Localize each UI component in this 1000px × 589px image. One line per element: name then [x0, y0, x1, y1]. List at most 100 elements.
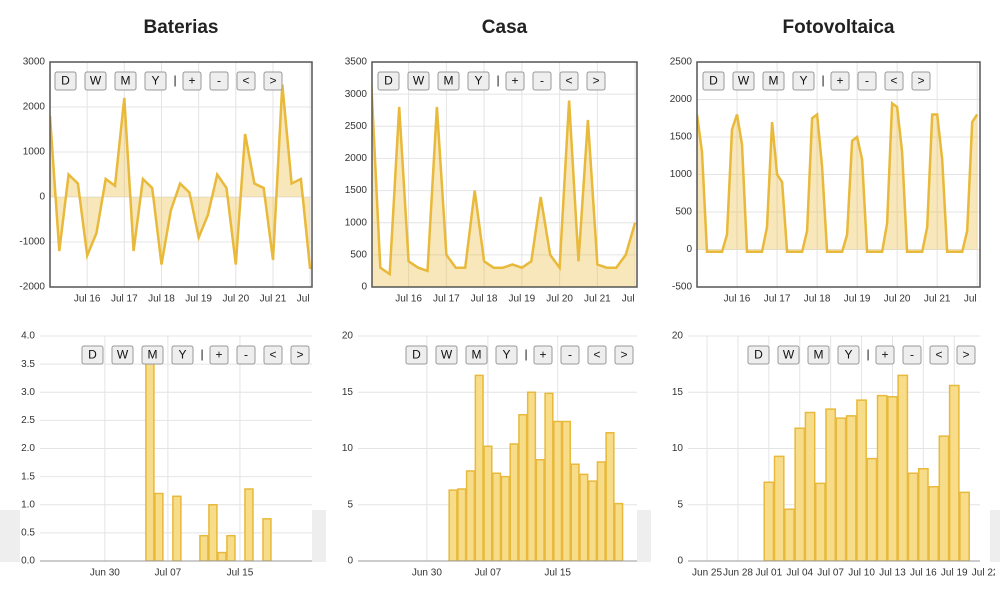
button-label[interactable]: +	[539, 348, 546, 362]
button-face[interactable]	[209, 345, 229, 365]
button-label[interactable]: <	[935, 348, 942, 362]
button-label[interactable]: >	[269, 74, 276, 88]
button-label[interactable]: -	[217, 74, 221, 88]
button-face[interactable]	[762, 71, 785, 91]
toolbar-button[interactable]: D	[747, 345, 770, 365]
button-face[interactable]	[614, 345, 634, 365]
toolbar-button[interactable]: -	[857, 71, 877, 91]
toolbar-button[interactable]: Y	[495, 345, 518, 365]
button-face[interactable]	[495, 345, 518, 365]
button-face[interactable]	[884, 71, 904, 91]
button-face[interactable]	[807, 345, 830, 365]
button-label[interactable]: W	[117, 348, 129, 362]
button-face[interactable]	[532, 71, 552, 91]
button-label[interactable]: M	[444, 74, 454, 88]
button-label[interactable]: M	[148, 348, 158, 362]
button-label[interactable]: -	[244, 348, 248, 362]
button-label[interactable]: D	[754, 348, 763, 362]
button-label[interactable]: W	[90, 74, 102, 88]
button-face[interactable]	[830, 71, 850, 91]
toolbar-button[interactable]: >	[586, 71, 606, 91]
button-label[interactable]: W	[738, 74, 750, 88]
button-label[interactable]: D	[412, 348, 421, 362]
toolbar-button[interactable]: -	[902, 345, 922, 365]
toolbar-button[interactable]: <	[236, 71, 256, 91]
button-face[interactable]	[405, 345, 428, 365]
button-face[interactable]	[533, 345, 553, 365]
button-label[interactable]: -	[910, 348, 914, 362]
toolbar-button[interactable]: >	[263, 71, 283, 91]
button-label[interactable]: -	[540, 74, 544, 88]
button-face[interactable]	[559, 71, 579, 91]
toolbar-button[interactable]: +	[182, 71, 202, 91]
button-face[interactable]	[902, 345, 922, 365]
button-label[interactable]: D	[384, 74, 393, 88]
button-label[interactable]: -	[865, 74, 869, 88]
toolbar-button[interactable]: +	[875, 345, 895, 365]
toolbar-button[interactable]: Y	[171, 345, 194, 365]
button-label[interactable]: Y	[502, 348, 510, 362]
button-face[interactable]	[587, 345, 607, 365]
button-face[interactable]	[263, 71, 283, 91]
button-face[interactable]	[875, 345, 895, 365]
button-face[interactable]	[777, 345, 800, 365]
toolbar-button[interactable]: +	[533, 345, 553, 365]
button-label[interactable]: Y	[178, 348, 186, 362]
button-label[interactable]: >	[917, 74, 924, 88]
button-label[interactable]: >	[962, 348, 969, 362]
toolbar-button[interactable]: >	[911, 71, 931, 91]
button-face[interactable]	[467, 71, 490, 91]
button-label[interactable]: W	[783, 348, 795, 362]
button-face[interactable]	[857, 71, 877, 91]
button-face[interactable]	[437, 71, 460, 91]
toolbar-button[interactable]: Y	[467, 71, 490, 91]
button-label[interactable]: >	[592, 74, 599, 88]
button-label[interactable]: -	[568, 348, 572, 362]
toolbar-button[interactable]: +	[209, 345, 229, 365]
toolbar-button[interactable]: W	[435, 345, 458, 365]
button-label[interactable]: M	[814, 348, 824, 362]
toolbar-button[interactable]: Y	[144, 71, 167, 91]
toolbar-button[interactable]: <	[559, 71, 579, 91]
toolbar-button[interactable]: W	[111, 345, 134, 365]
button-face[interactable]	[236, 71, 256, 91]
button-label[interactable]: <	[890, 74, 897, 88]
toolbar-button[interactable]: D	[81, 345, 104, 365]
button-label[interactable]: D	[88, 348, 97, 362]
button-face[interactable]	[54, 71, 77, 91]
button-face[interactable]	[505, 71, 525, 91]
button-label[interactable]: W	[413, 74, 425, 88]
button-label[interactable]: M	[121, 74, 131, 88]
toolbar-button[interactable]: >	[956, 345, 976, 365]
button-face[interactable]	[171, 345, 194, 365]
toolbar-button[interactable]: M	[762, 71, 785, 91]
button-label[interactable]: Y	[844, 348, 852, 362]
button-face[interactable]	[792, 71, 815, 91]
toolbar-button[interactable]: +	[830, 71, 850, 91]
toolbar-button[interactable]: W	[732, 71, 755, 91]
button-face[interactable]	[435, 345, 458, 365]
button-label[interactable]: +	[836, 74, 843, 88]
button-face[interactable]	[81, 345, 104, 365]
toolbar-button[interactable]: -	[532, 71, 552, 91]
button-label[interactable]: +	[188, 74, 195, 88]
button-face[interactable]	[236, 345, 256, 365]
button-face[interactable]	[465, 345, 488, 365]
button-face[interactable]	[144, 71, 167, 91]
button-label[interactable]: +	[215, 348, 222, 362]
toolbar-button[interactable]: <	[884, 71, 904, 91]
button-face[interactable]	[182, 71, 202, 91]
toolbar-button[interactable]: D	[405, 345, 428, 365]
toolbar-button[interactable]: Y	[837, 345, 860, 365]
button-label[interactable]: <	[565, 74, 572, 88]
toolbar-button[interactable]: M	[141, 345, 164, 365]
button-label[interactable]: <	[242, 74, 249, 88]
toolbar-button[interactable]: Y	[792, 71, 815, 91]
button-face[interactable]	[956, 345, 976, 365]
button-face[interactable]	[290, 345, 310, 365]
button-face[interactable]	[114, 71, 137, 91]
toolbar-button[interactable]: M	[807, 345, 830, 365]
button-face[interactable]	[263, 345, 283, 365]
button-label[interactable]: W	[441, 348, 453, 362]
button-face[interactable]	[407, 71, 430, 91]
